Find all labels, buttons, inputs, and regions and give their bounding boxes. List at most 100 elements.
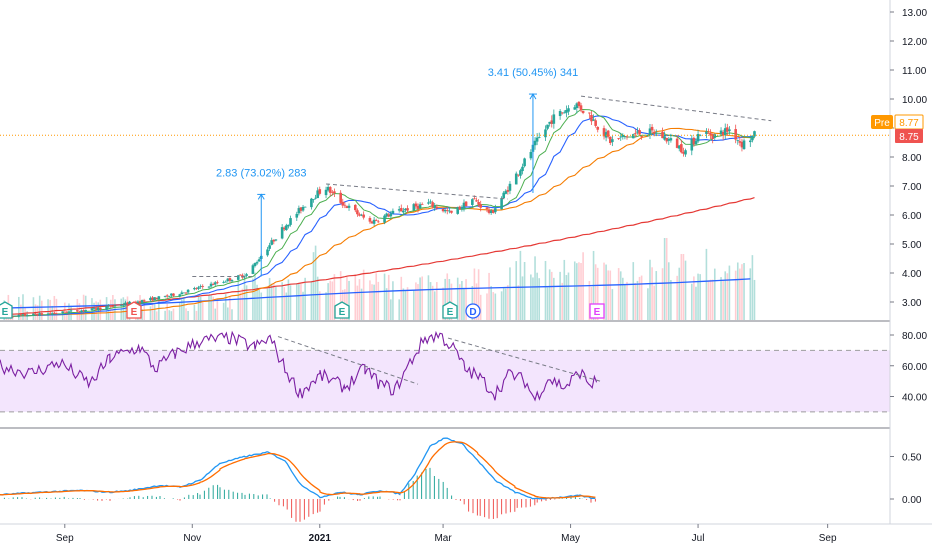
candle-body — [548, 121, 551, 124]
candle-body — [709, 133, 712, 136]
volume-bar — [517, 285, 520, 320]
candle-body — [669, 138, 673, 141]
candle-body — [228, 278, 232, 281]
candle-body — [282, 227, 286, 230]
measure-arrow — [257, 193, 265, 200]
dividend-marker — [465, 303, 481, 319]
candle-body — [372, 219, 376, 224]
volume-bar — [670, 280, 672, 320]
price-tick-label: 12.00 — [902, 37, 927, 48]
volume-bar — [653, 285, 655, 320]
rsi-pane[interactable] — [0, 330, 890, 413]
volume-bar — [619, 271, 622, 320]
volume-bar — [210, 294, 212, 320]
volume-bar — [390, 299, 392, 320]
volume-bar — [676, 275, 678, 320]
candle-body — [698, 135, 702, 137]
volume-bar — [252, 278, 254, 320]
volume-bar — [158, 300, 160, 320]
candle-body — [245, 274, 248, 276]
price-tick-label: 5.00 — [902, 240, 922, 251]
volume-bar — [500, 291, 503, 320]
candle-body — [368, 217, 372, 222]
candle-body — [193, 288, 196, 290]
volume-bar — [392, 281, 394, 320]
volume-bar — [546, 287, 549, 320]
candle-body — [328, 187, 332, 193]
candle-body — [61, 311, 64, 314]
volume-bar — [536, 272, 538, 320]
time-tick-label: Nov — [183, 533, 201, 544]
candle-body — [199, 286, 202, 287]
price-tick-label: 6.00 — [902, 211, 922, 222]
candle-body — [226, 278, 230, 282]
candle-body — [414, 203, 418, 207]
volume-bar — [693, 276, 695, 320]
candle-body — [80, 310, 83, 312]
candle-body — [602, 128, 606, 137]
candle-body — [312, 199, 315, 200]
volume-bar — [634, 282, 637, 320]
candle-body — [153, 297, 156, 301]
candle-body — [289, 218, 292, 225]
volume-bar — [521, 276, 524, 320]
candle-body — [216, 282, 219, 284]
volume-bar — [753, 279, 756, 320]
candle-body — [119, 305, 123, 306]
volume-bar — [258, 290, 260, 320]
candle-body — [663, 136, 666, 140]
candle-body — [82, 310, 85, 312]
volume-bar — [41, 300, 43, 320]
macd-pane[interactable] — [0, 437, 596, 522]
volume-bar — [295, 283, 298, 320]
candle-body — [535, 137, 539, 142]
candle-body — [623, 136, 627, 138]
candle-body — [55, 313, 58, 315]
price-pane[interactable] — [2, 95, 772, 320]
candle-body — [654, 132, 658, 134]
candle-body — [742, 140, 746, 150]
candle-body — [544, 129, 547, 138]
volume-bar — [245, 285, 248, 320]
volume-bar — [300, 284, 302, 320]
volume-bar — [588, 281, 591, 320]
volume-bar — [594, 264, 597, 320]
volume-bar — [724, 271, 727, 320]
volume-bar — [471, 285, 474, 320]
volume-bar — [596, 267, 599, 320]
candle-body — [387, 214, 391, 217]
price-tick-label: 7.00 — [902, 182, 922, 193]
candle-body — [734, 129, 737, 140]
volume-bar — [624, 284, 626, 320]
candle-body — [69, 310, 73, 312]
volume-bar — [164, 310, 166, 320]
volume-bar — [256, 284, 258, 320]
candle-body — [314, 197, 317, 199]
candle-body — [94, 308, 98, 310]
volume-bar — [172, 308, 175, 320]
candle-body — [149, 297, 152, 301]
candle-body — [172, 293, 175, 296]
volume-bar — [565, 275, 568, 320]
candle-body — [266, 249, 269, 256]
volume-bar — [214, 308, 217, 320]
volume-bar — [573, 261, 576, 320]
candle-body — [310, 198, 313, 208]
candle-body — [316, 190, 319, 199]
volume-bar — [325, 292, 327, 320]
volume-bar — [287, 279, 290, 320]
volume-bar — [486, 293, 488, 320]
candle-body — [475, 200, 478, 202]
candle-body — [458, 206, 462, 210]
candle-body — [40, 313, 44, 315]
candle-body — [105, 306, 108, 310]
candle-body — [631, 134, 635, 139]
volume-bar — [563, 259, 566, 320]
candle-body — [713, 134, 717, 138]
candle-body — [529, 152, 533, 159]
candle-body — [341, 201, 345, 206]
volume-bar — [348, 280, 350, 320]
candle-body — [186, 289, 190, 293]
rsi-tick-label: 80.00 — [902, 331, 927, 342]
